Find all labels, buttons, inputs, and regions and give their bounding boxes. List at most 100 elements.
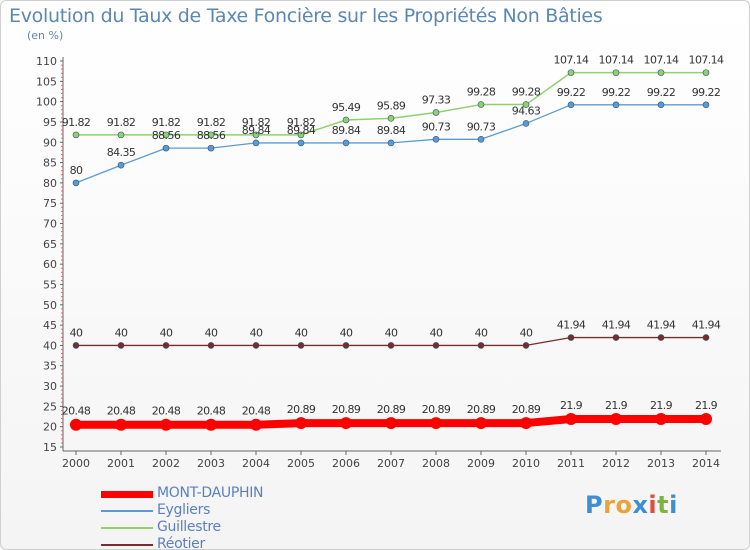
data-label: 94.63 <box>512 104 541 117</box>
data-point <box>160 418 172 431</box>
data-label: 40 <box>385 326 398 339</box>
data-point <box>567 101 575 109</box>
x-tick-label: 2010 <box>512 457 540 470</box>
y-tick-label: 15 <box>43 441 57 454</box>
data-label: 40 <box>70 326 83 339</box>
data-label: 84.35 <box>107 146 136 159</box>
data-point <box>342 116 350 124</box>
data-point <box>340 417 352 430</box>
data-label: 107.14 <box>644 54 679 67</box>
data-label: 20.48 <box>197 405 226 418</box>
y-tick-label: 100 <box>36 96 57 109</box>
y-tick-label: 50 <box>43 299 57 312</box>
data-point <box>522 342 530 349</box>
data-point <box>610 412 622 425</box>
data-label: 20.89 <box>287 403 316 416</box>
y-tick-label: 85 <box>43 157 57 170</box>
data-label: 20.48 <box>152 405 181 418</box>
x-tick-label: 2003 <box>197 457 225 470</box>
data-label: 40 <box>430 326 443 339</box>
data-point <box>72 342 80 349</box>
data-label: 40 <box>475 326 488 339</box>
y-tick-label: 75 <box>43 197 57 210</box>
y-tick-label: 30 <box>43 380 57 393</box>
data-label: 88.56 <box>197 129 226 142</box>
data-label: 41.94 <box>557 319 586 332</box>
data-label: 91.82 <box>62 116 91 129</box>
data-point <box>565 412 577 425</box>
data-label: 95.49 <box>332 101 361 114</box>
data-label: 89.84 <box>287 124 316 137</box>
data-label: 40 <box>160 326 173 339</box>
data-label: 21.9 <box>695 399 718 412</box>
data-point <box>117 161 125 169</box>
data-label: 20.89 <box>512 403 541 416</box>
proxiti-logo: Proxiti <box>585 491 678 519</box>
data-point <box>297 342 305 349</box>
data-label: 97.33 <box>422 93 451 106</box>
data-point <box>657 69 665 76</box>
y-tick-label: 40 <box>43 339 57 352</box>
y-axis-unit-label: (en %) <box>27 29 64 42</box>
data-label: 41.94 <box>692 319 721 332</box>
data-point <box>387 115 395 122</box>
data-label: 20.89 <box>377 403 406 416</box>
data-point <box>205 418 217 431</box>
data-label: 21.9 <box>650 399 673 412</box>
data-label: 80 <box>70 164 83 177</box>
data-label: 89.84 <box>377 124 406 137</box>
data-label: 99.28 <box>512 86 541 99</box>
data-label: 20.48 <box>242 405 271 418</box>
data-point <box>387 342 395 349</box>
data-label: 99.22 <box>692 86 721 99</box>
y-tick-label: 20 <box>43 421 57 434</box>
data-point <box>342 139 350 147</box>
data-label: 90.73 <box>422 120 451 133</box>
x-tick-label: 2009 <box>467 457 495 470</box>
data-point <box>252 342 260 349</box>
y-tick-label: 90 <box>43 136 57 149</box>
data-point <box>522 101 530 108</box>
legend-swatch <box>101 490 153 498</box>
data-point <box>162 144 170 152</box>
data-label: 21.9 <box>560 399 583 412</box>
data-point <box>655 412 667 425</box>
data-label: 40 <box>205 326 218 339</box>
data-label: 99.28 <box>467 86 496 99</box>
x-tick-label: 2013 <box>647 457 675 470</box>
data-label: 41.94 <box>602 319 631 332</box>
x-tick-label: 2012 <box>602 457 630 470</box>
data-label: 95.89 <box>377 99 406 112</box>
y-tick-label: 110 <box>36 55 57 68</box>
legend-swatch <box>101 527 153 529</box>
legend-label: Réotier <box>157 536 205 550</box>
data-point <box>430 417 442 430</box>
logo-letter: r <box>603 491 616 519</box>
data-label: 21.9 <box>605 399 628 412</box>
chart-title: Evolution du Taux de Taxe Foncière sur l… <box>9 5 603 27</box>
data-point <box>612 334 620 341</box>
data-point <box>385 417 397 430</box>
data-point <box>207 342 215 349</box>
data-point <box>252 139 260 147</box>
data-point <box>522 120 530 127</box>
data-label: 88.56 <box>152 129 181 142</box>
x-tick-label: 2002 <box>152 457 180 470</box>
data-point <box>700 412 712 425</box>
y-tick-label: 80 <box>43 177 57 190</box>
data-label: 90.73 <box>467 120 496 133</box>
data-label: 91.82 <box>287 116 316 129</box>
data-label: 41.94 <box>647 319 676 332</box>
data-label: 40 <box>340 326 353 339</box>
data-point <box>612 69 620 76</box>
data-point <box>657 334 665 341</box>
x-tick-label: 2011 <box>557 457 585 470</box>
y-tick-label: 45 <box>43 319 57 332</box>
legend-swatch <box>101 510 153 512</box>
logo-letter: t <box>657 491 670 519</box>
data-label: 89.84 <box>242 124 271 137</box>
data-point <box>477 135 485 143</box>
data-point <box>612 101 620 109</box>
